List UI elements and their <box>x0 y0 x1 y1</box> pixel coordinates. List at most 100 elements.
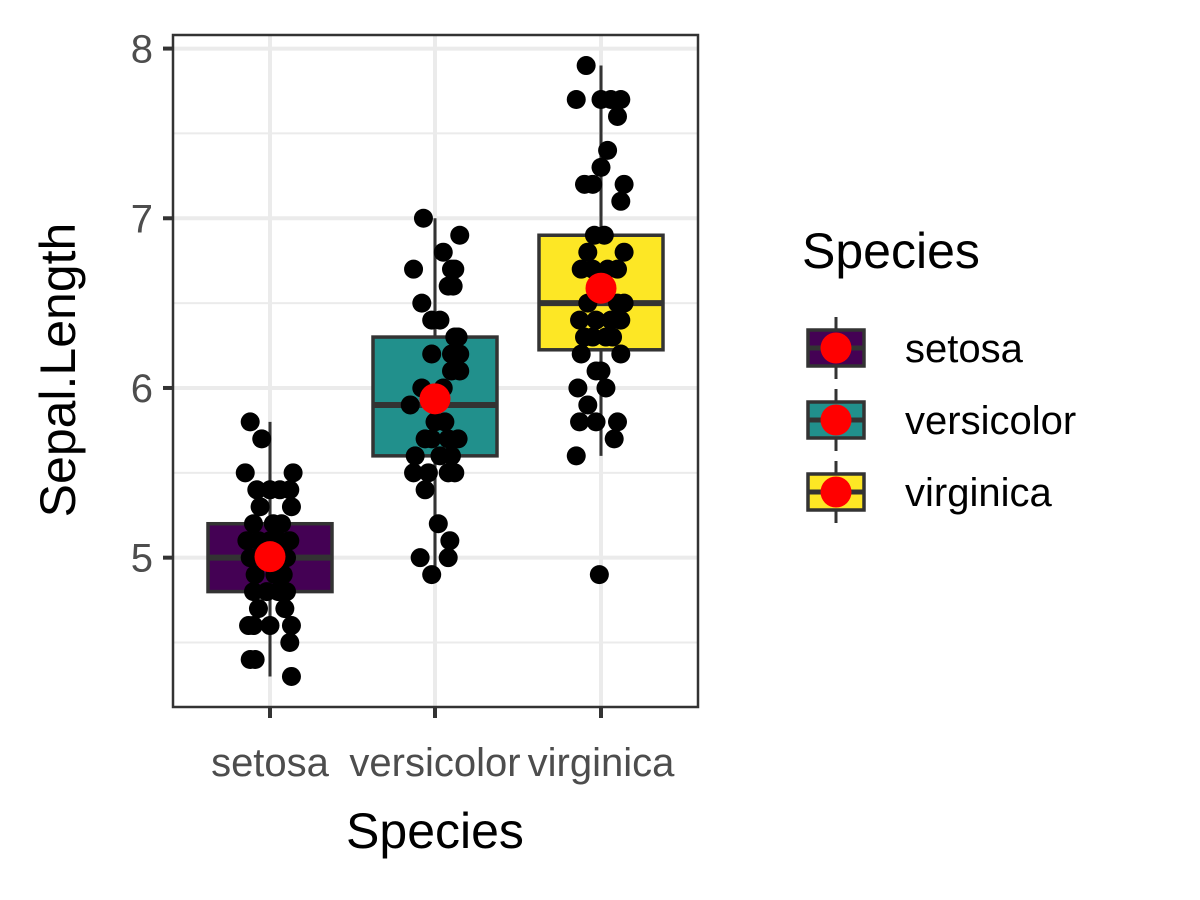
data-point <box>583 174 603 194</box>
data-point <box>450 361 470 381</box>
data-point <box>608 106 627 126</box>
data-point <box>281 666 301 686</box>
data-point <box>280 531 300 551</box>
data-point <box>435 412 455 432</box>
data-point <box>273 565 293 585</box>
data-point <box>244 616 263 636</box>
data-point <box>405 446 425 466</box>
legend-mean-marker <box>820 476 852 508</box>
data-point <box>260 616 280 636</box>
data-point <box>422 344 442 364</box>
data-point <box>280 633 300 653</box>
data-point <box>614 293 634 313</box>
data-point <box>245 565 265 585</box>
y-axis-title: Sepal.Length <box>30 223 86 518</box>
y-tick-label: 6 <box>131 367 153 411</box>
legend: setosa versicolor virginica <box>806 317 1076 523</box>
mean-marker <box>585 272 617 304</box>
data-point <box>275 599 295 619</box>
data-point <box>611 89 631 109</box>
data-point <box>445 463 465 483</box>
data-point <box>235 463 255 483</box>
data-point <box>578 242 598 262</box>
data-point <box>571 344 591 364</box>
data-point <box>611 191 631 211</box>
data-point <box>566 446 586 466</box>
legend-label-versicolor: versicolor <box>905 399 1076 443</box>
y-tick-label: 8 <box>131 28 153 72</box>
data-point <box>611 344 631 364</box>
legend-label-setosa: setosa <box>905 327 1024 371</box>
data-point <box>244 582 263 602</box>
data-point <box>428 514 448 534</box>
data-point <box>586 310 606 330</box>
data-point <box>410 548 430 568</box>
data-point <box>245 649 265 669</box>
data-point <box>448 429 468 449</box>
data-point <box>598 140 618 160</box>
mean-marker <box>254 541 286 573</box>
data-point <box>614 242 634 262</box>
data-point <box>594 225 614 245</box>
data-point <box>404 463 424 483</box>
legend-mean-marker <box>820 332 852 364</box>
y-tick-label: 5 <box>131 537 153 581</box>
data-point <box>244 514 263 534</box>
data-point <box>591 361 611 381</box>
data-point <box>591 157 611 177</box>
data-point <box>400 395 420 415</box>
data-point <box>283 463 303 483</box>
data-point <box>250 497 270 517</box>
data-point <box>445 327 465 347</box>
data-point <box>589 565 609 585</box>
data-point <box>443 276 463 296</box>
data-point <box>415 480 435 500</box>
data-point <box>611 310 631 330</box>
data-point <box>566 89 586 109</box>
data-point <box>578 395 598 415</box>
data-point <box>433 242 453 262</box>
data-point <box>422 565 442 585</box>
y-tick-label: 7 <box>131 197 153 241</box>
data-point <box>272 514 292 534</box>
data-point <box>614 174 634 194</box>
data-point <box>576 56 596 76</box>
data-point <box>440 531 460 551</box>
data-point <box>252 429 272 449</box>
x-tick-label: versicolor <box>349 741 520 785</box>
axes: 5 6 7 8 setosa versicolor virginica <box>131 28 700 785</box>
x-tick-label: setosa <box>211 741 330 785</box>
data-point <box>438 548 458 568</box>
data-point <box>240 412 260 432</box>
data-point <box>583 327 603 347</box>
data-point <box>445 259 465 279</box>
data-point <box>277 582 296 602</box>
data-point <box>568 378 588 398</box>
x-axis-title: Species <box>346 803 524 859</box>
data-point <box>247 480 267 500</box>
data-point <box>248 599 268 619</box>
data-point <box>570 412 590 432</box>
data-point <box>586 412 606 432</box>
data-point <box>404 259 424 279</box>
legend-mean-marker <box>820 404 852 436</box>
data-point <box>280 480 300 500</box>
data-point <box>450 225 470 245</box>
data-point <box>422 429 442 449</box>
data-point <box>430 310 450 330</box>
data-point <box>608 412 627 432</box>
data-point <box>603 327 623 347</box>
data-point <box>418 463 438 483</box>
legend-title: Species <box>802 223 980 279</box>
data-point <box>570 310 590 330</box>
data-point <box>413 208 433 228</box>
data-point <box>281 616 301 636</box>
mean-markers <box>254 272 617 573</box>
data-point <box>281 497 301 517</box>
x-tick-label: virginica <box>528 741 675 785</box>
data-point <box>608 259 627 279</box>
data-point <box>430 446 450 466</box>
data-point <box>450 344 470 364</box>
data-point <box>604 429 624 449</box>
